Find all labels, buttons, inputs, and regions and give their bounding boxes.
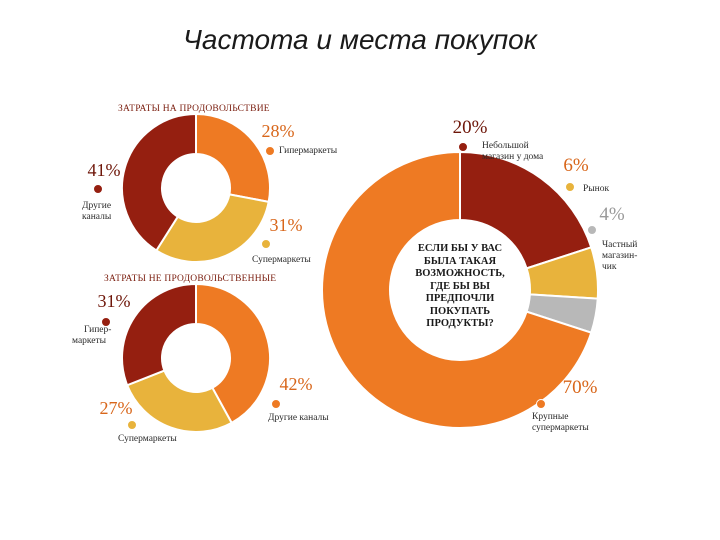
chart3-legend-dot-3 <box>587 225 597 235</box>
chart3-legend-dot-4 <box>536 399 546 409</box>
chart2-pct-label-2: 27% <box>100 398 133 418</box>
chart3-category-label-3: магазин- <box>602 251 637 261</box>
chart1-category-label-3: Другие <box>82 201 111 211</box>
chart3-pct-label-2: 6% <box>563 155 589 176</box>
chart1-legend-dot-3 <box>93 184 103 194</box>
chart2-legend-dot-2 <box>127 420 137 430</box>
page-title: Частота и места покупок <box>183 24 537 55</box>
chart3-pct-label-1: 20% <box>453 117 488 138</box>
chart1-title: ЗАТРАТЫ НА ПРОДОВОЛЬСТВИЕ <box>118 104 270 114</box>
chart3-pct-label-3: 4% <box>599 204 625 225</box>
chart1-legend-dot-2 <box>261 239 271 249</box>
chart3-category-label-1: магазин у дома <box>482 152 544 162</box>
chart1-category-label-3: каналы <box>82 212 112 222</box>
chart2-category-label-2: Супермаркеты <box>118 434 177 444</box>
chart3-category-label-1: Небольшой <box>482 140 529 151</box>
chart1-slice-2 <box>154 193 270 263</box>
chart3-category-label-3: Частный <box>602 239 637 250</box>
chart3-legend-dot-2 <box>565 182 575 192</box>
chart2-category-label-3: Гипер- <box>84 325 111 335</box>
chart2-pct-label-3: 31% <box>98 291 131 311</box>
chart2-slice-2 <box>125 369 234 433</box>
chart1-pct-label-1: 28% <box>262 121 295 141</box>
chart3-category-label-4: Крупные <box>532 412 568 422</box>
chart1-pct-label-2: 31% <box>270 215 303 235</box>
chart3-slice-4 <box>321 150 593 429</box>
chart2-category-label-3: маркеты <box>72 336 107 346</box>
chart3-pct-label-4: 70% <box>563 377 598 398</box>
chart1-pct-label-3: 41% <box>88 160 121 180</box>
chart2-category-label-1: Другие каналы <box>268 413 329 423</box>
chart1-slice-3 <box>121 112 197 252</box>
chart2-pct-label-1: 42% <box>280 374 313 394</box>
chart2-slice-1 <box>195 282 271 425</box>
chart3-category-label-4: супермаркеты <box>532 423 589 433</box>
chart1-slice-1 <box>195 112 271 204</box>
chart2-legend-dot-1 <box>271 399 281 409</box>
center-question: ЕСЛИ БЫ У ВАС БЫЛА ТАКАЯ ВОЗМОЖНОСТЬ, ГД… <box>415 243 505 329</box>
chart3-legend-dot-1 <box>458 142 468 152</box>
chart1-category-label-1: Гипермаркеты <box>279 146 338 156</box>
chart2-legend-dot-3 <box>101 317 111 327</box>
chart2-slice-3 <box>121 282 197 387</box>
chart3-category-label-3: чик <box>602 262 617 272</box>
chart3-slice-1 <box>459 150 593 270</box>
chart2-title: ЗАТРАТЫ НЕ ПРОДОВОЛЬСТВЕННЫЕ <box>104 274 277 284</box>
chart1-category-label-2: Супермаркеты <box>252 255 311 265</box>
chart1-legend-dot-1 <box>265 146 275 156</box>
chart3-category-label-2: Рынок <box>583 184 610 194</box>
